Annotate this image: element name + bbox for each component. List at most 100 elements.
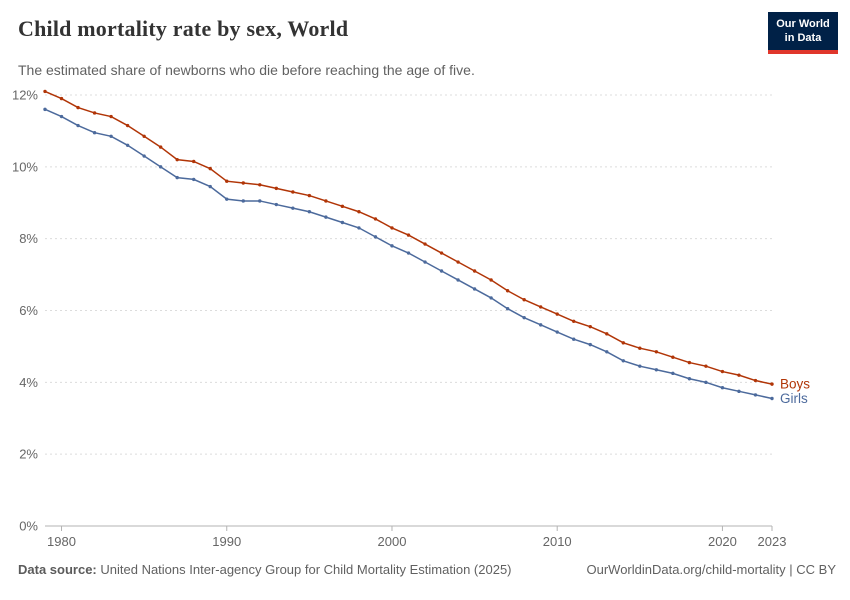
data-point-boys xyxy=(522,298,526,302)
data-point-girls xyxy=(439,269,444,273)
data-point-boys xyxy=(324,199,328,203)
data-point-boys xyxy=(654,350,659,354)
data-point-boys xyxy=(59,96,64,101)
data-point-boys xyxy=(456,260,460,264)
data-point-girls xyxy=(109,134,113,139)
data-point-girls xyxy=(175,175,179,180)
data-point-boys xyxy=(704,364,708,368)
data-point-girls xyxy=(538,323,543,327)
data-point-girls xyxy=(142,154,146,158)
data-point-boys xyxy=(671,355,675,359)
data-point-girls xyxy=(505,307,510,311)
data-point-boys xyxy=(158,145,163,149)
y-axis-label: 10% xyxy=(12,159,38,174)
data-point-boys xyxy=(225,179,229,183)
series-label-boys: Boys xyxy=(780,377,810,392)
data-point-boys xyxy=(588,324,592,329)
data-point-boys xyxy=(687,360,692,365)
license-note[interactable]: OurWorldinData.org/child-mortality | CC … xyxy=(586,562,837,577)
data-point-girls xyxy=(671,371,675,376)
x-axis-label: 2000 xyxy=(378,534,407,549)
page-title: Child mortality rate by sex, World xyxy=(18,16,349,41)
data-point-boys xyxy=(572,319,576,323)
data-point-girls xyxy=(621,359,625,363)
data-point-girls xyxy=(737,389,741,394)
data-point-boys xyxy=(605,332,609,336)
data-point-girls xyxy=(241,199,245,203)
data-point-boys xyxy=(76,105,80,110)
data-point-girls xyxy=(340,220,345,225)
data-point-boys xyxy=(621,341,625,345)
data-point-girls xyxy=(373,235,378,239)
x-axis-label: 2023 xyxy=(758,534,787,549)
data-point-girls xyxy=(324,215,328,219)
data-point-girls xyxy=(291,206,295,210)
owid-logo[interactable]: Our World in Data xyxy=(768,12,838,54)
x-axis-label: 2020 xyxy=(708,534,737,549)
data-point-girls xyxy=(770,396,774,401)
data-point-boys xyxy=(208,166,212,171)
data-point-boys xyxy=(109,114,113,119)
x-axis-label: 1980 xyxy=(47,534,76,549)
data-point-boys xyxy=(340,204,345,209)
data-point-boys xyxy=(770,382,774,386)
data-point-girls xyxy=(654,368,659,372)
data-point-girls xyxy=(753,393,758,397)
data-point-boys xyxy=(142,134,146,139)
data-point-girls xyxy=(357,226,361,230)
data-point-boys xyxy=(241,181,245,185)
data-point-girls xyxy=(489,296,493,300)
data-point-girls xyxy=(472,287,477,291)
data-point-girls xyxy=(572,337,576,341)
data-point-girls xyxy=(59,114,64,119)
data-point-boys xyxy=(373,217,378,221)
data-point-boys xyxy=(720,369,725,374)
data-point-girls xyxy=(76,123,80,128)
y-axis-label: 2% xyxy=(19,447,38,462)
series-label-girls: Girls xyxy=(780,391,808,406)
data-point-boys xyxy=(638,346,642,350)
data-source-label: Data source: xyxy=(18,562,97,577)
data-point-boys xyxy=(43,89,47,94)
data-point-boys xyxy=(555,312,559,316)
data-point-girls xyxy=(208,184,212,189)
data-point-boys xyxy=(125,123,130,128)
series-line-boys xyxy=(44,90,773,385)
chart-header: Child mortality rate by sex, World Our W… xyxy=(18,12,838,78)
data-point-girls xyxy=(125,143,130,147)
data-point-girls xyxy=(605,350,609,354)
data-point-boys xyxy=(175,157,179,162)
data-point-boys xyxy=(439,251,444,255)
data-point-girls xyxy=(720,386,725,390)
data-point-boys xyxy=(472,269,477,273)
data-point-boys xyxy=(538,305,543,309)
data-source-text: United Nations Inter-agency Group for Ch… xyxy=(100,562,512,577)
data-point-boys xyxy=(291,190,295,194)
y-axis-label: 6% xyxy=(19,303,38,318)
data-point-girls xyxy=(92,131,97,135)
chart-footer: Data source: United Nations Inter-agency… xyxy=(18,562,836,577)
data-point-girls xyxy=(704,380,708,385)
data-point-boys xyxy=(753,378,758,383)
x-axis-label: 1990 xyxy=(212,534,241,549)
data-point-girls xyxy=(687,377,692,381)
data-point-girls xyxy=(638,364,642,368)
data-point-boys xyxy=(274,186,279,191)
data-point-girls xyxy=(225,197,229,201)
data-point-girls xyxy=(307,210,312,214)
data-point-boys xyxy=(192,159,196,164)
y-axis-label: 4% xyxy=(19,375,38,390)
data-point-girls xyxy=(406,251,411,255)
data-point-boys xyxy=(406,233,411,237)
data-point-girls xyxy=(456,278,460,282)
data-point-girls xyxy=(192,177,196,182)
logo-text-line2: in Data xyxy=(784,32,822,45)
data-point-girls xyxy=(390,244,394,248)
data-point-girls xyxy=(43,107,47,112)
data-point-girls xyxy=(274,202,279,207)
chart-svg: 0% 2% 4% 6% 8% 10% 12% 1980 1990 2000 2010 2020 2023… xyxy=(12,88,810,550)
y-axis-label: 8% xyxy=(19,231,38,246)
data-point-boys xyxy=(307,193,312,198)
data-point-girls xyxy=(158,165,163,169)
